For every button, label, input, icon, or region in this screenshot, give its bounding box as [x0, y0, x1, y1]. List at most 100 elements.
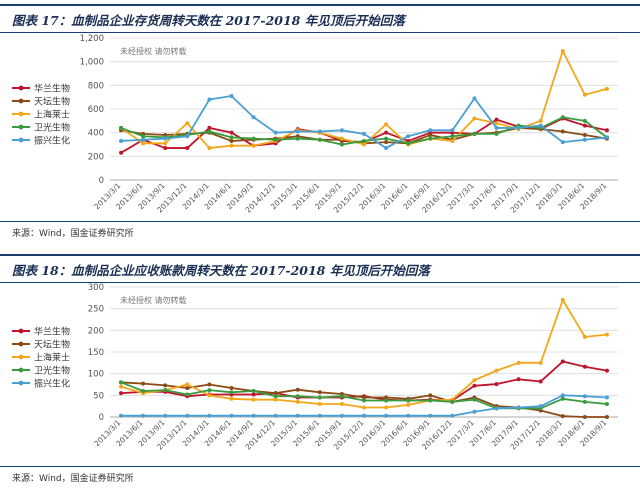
- legend-label: 天坛生物: [34, 339, 70, 351]
- legend-marker: [18, 137, 24, 143]
- data-point: [538, 118, 543, 123]
- data-point: [406, 413, 411, 418]
- data-point: [339, 142, 344, 147]
- data-point: [229, 93, 234, 98]
- chart-panel-18: 图表 18：血制品企业应收账款周转天数在 2017-2018 年见顶后开始回落 …: [0, 254, 640, 491]
- data-point: [560, 393, 565, 398]
- data-point: [582, 399, 587, 404]
- data-point: [251, 413, 256, 418]
- data-point: [163, 388, 168, 393]
- data-point: [582, 137, 587, 142]
- data-point: [362, 138, 366, 143]
- data-point: [163, 146, 168, 151]
- data-point: [450, 413, 455, 418]
- data-point: [428, 398, 433, 403]
- watermark: 未经授权 请勿转载: [120, 46, 187, 56]
- data-point: [472, 383, 477, 388]
- data-point: [207, 393, 212, 398]
- y-tick-label: 200: [88, 152, 104, 162]
- data-point: [229, 138, 234, 143]
- data-point: [384, 398, 389, 403]
- data-point: [229, 143, 234, 148]
- data-point: [582, 123, 587, 128]
- data-point: [582, 334, 587, 339]
- data-point: [516, 125, 521, 130]
- data-point: [428, 136, 433, 141]
- data-point: [251, 115, 256, 120]
- data-point: [604, 86, 609, 91]
- data-point: [538, 123, 543, 128]
- data-point: [229, 385, 234, 390]
- legend-label: 上海莱士: [34, 352, 70, 364]
- data-point: [560, 414, 565, 419]
- data-point: [428, 413, 433, 418]
- data-point: [317, 129, 322, 134]
- y-tick-label: 400: [88, 129, 104, 139]
- data-point: [560, 49, 565, 54]
- data-point: [119, 125, 124, 130]
- data-point: [582, 415, 587, 419]
- legend-marker: [18, 111, 24, 117]
- series-line: [120, 299, 608, 409]
- data-point: [339, 128, 344, 133]
- data-point: [295, 394, 300, 399]
- y-tick-label: 200: [88, 326, 104, 336]
- data-point: [141, 141, 146, 146]
- data-point: [494, 368, 499, 373]
- data-point: [119, 380, 124, 385]
- data-point: [207, 97, 212, 102]
- data-point: [317, 390, 322, 395]
- data-point: [251, 143, 256, 148]
- data-point: [273, 391, 278, 396]
- data-point: [163, 136, 168, 141]
- legend-marker: [18, 367, 24, 373]
- data-point: [406, 398, 411, 403]
- data-point: [273, 130, 278, 135]
- chart-title: 图表 17：血制品企业存货周转天数在 2017-2018 年见顶后开始回落: [12, 13, 405, 28]
- legend-label: 振兴生化: [34, 378, 70, 390]
- data-point: [317, 395, 322, 400]
- data-point: [185, 134, 190, 139]
- data-point: [229, 396, 234, 401]
- data-point: [185, 413, 190, 418]
- data-point: [251, 389, 256, 393]
- data-point: [604, 135, 609, 140]
- data-point: [494, 382, 499, 387]
- data-point: [384, 413, 389, 418]
- data-point: [339, 402, 344, 406]
- data-point: [428, 128, 433, 133]
- data-point: [472, 378, 477, 383]
- data-point: [384, 122, 389, 127]
- legend-label: 华兰生物: [34, 83, 70, 95]
- data-point: [472, 409, 477, 414]
- data-point: [582, 92, 587, 97]
- data-point: [560, 359, 565, 364]
- legend-label: 振兴生化: [34, 135, 70, 147]
- data-point: [516, 360, 521, 365]
- legend-marker: [18, 98, 24, 104]
- y-tick-label: 800: [88, 81, 104, 91]
- y-tick-label: 0: [99, 413, 104, 423]
- data-point: [362, 398, 366, 403]
- data-point: [251, 392, 256, 397]
- data-point: [604, 395, 609, 400]
- watermark: 未经授权 请勿转载: [120, 295, 187, 305]
- data-point: [119, 384, 124, 389]
- data-point: [406, 402, 411, 407]
- data-point: [207, 388, 212, 393]
- legend-marker: [18, 380, 24, 386]
- legend-marker: [18, 328, 24, 334]
- y-tick-label: 300: [88, 283, 104, 293]
- data-point: [163, 413, 168, 418]
- data-point: [317, 402, 322, 406]
- data-point: [362, 142, 366, 147]
- data-point: [141, 134, 146, 139]
- data-point: [141, 389, 146, 393]
- data-point: [450, 134, 455, 139]
- data-point: [295, 387, 300, 392]
- data-point: [494, 125, 499, 130]
- data-point: [384, 395, 389, 400]
- legend-label: 上海莱士: [34, 109, 70, 121]
- data-point: [119, 391, 124, 396]
- legend-label: 卫光生物: [34, 365, 70, 377]
